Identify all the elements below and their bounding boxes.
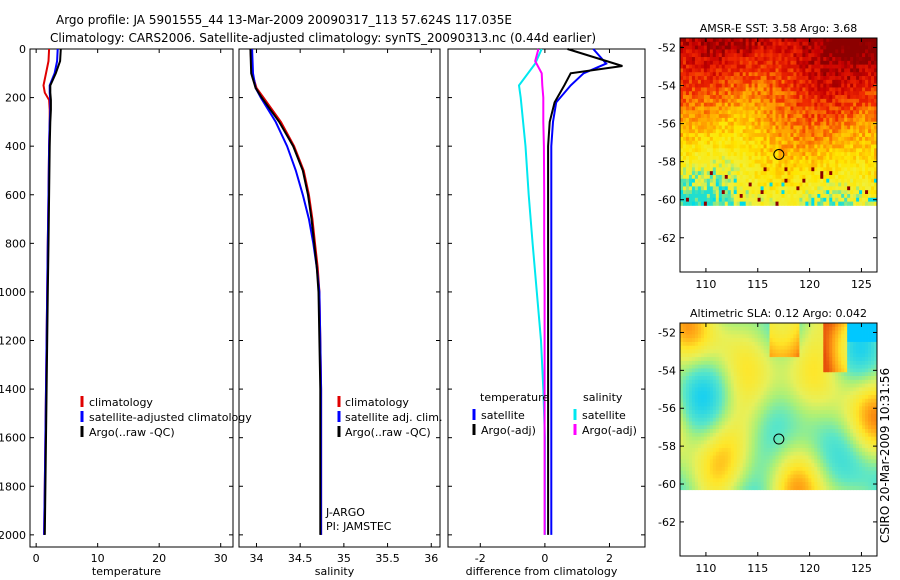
lon-tick-label: 110 (695, 562, 716, 575)
legend-label: Argo(-adj) (582, 424, 637, 437)
map-panel-sla_map: -52 -54 -56 -58 -60 -62 110 115 120 125 Altimetric… (658, 307, 878, 575)
legend-label: Argo(..raw -QC) (345, 426, 431, 439)
sst-field-cells (680, 38, 878, 206)
series-line-blue (550, 48, 608, 535)
map-panel-sst_map: -52 -54 -56 -58 -60 -62 110 115 120 125 AMSR-E SST… (658, 22, 878, 291)
x-tick-label: 35 (337, 552, 351, 565)
legend-label: satellite adj. clim. (345, 411, 442, 424)
y-tick-label: 1000 (0, 286, 26, 299)
lon-tick-label: 125 (851, 278, 872, 291)
axes-frame (238, 48, 441, 548)
lon-tick-label: 125 (851, 562, 872, 575)
x-axis-label: difference from climatology (466, 565, 618, 578)
x-tick-label: 0 (33, 552, 40, 565)
lat-tick-label: -56 (658, 402, 676, 415)
map-frame (679, 322, 878, 557)
float-position-marker (773, 149, 785, 161)
legend-header-temperature: temperature (480, 391, 549, 404)
legend-label: satellite-adjusted climatology (89, 411, 252, 424)
series-line-black (547, 48, 623, 535)
lat-tick-label: -62 (658, 232, 676, 245)
annotation-pi: PI: JAMSTEC (326, 520, 392, 533)
series-line-black (249, 48, 322, 535)
lat-tick-label: -54 (658, 80, 676, 93)
series-line-black (43, 48, 62, 535)
y-tick-label: 1600 (0, 432, 26, 445)
x-tick-label: -2 (475, 552, 486, 565)
lat-tick-label: -60 (658, 194, 676, 207)
lon-tick-label: 120 (799, 562, 820, 575)
lat-tick-label: -54 (658, 364, 676, 377)
y-tick-label: 1400 (0, 383, 26, 396)
series-line-magenta (534, 48, 546, 535)
lon-tick-label: 115 (747, 278, 768, 291)
y-tick-label: 400 (5, 140, 26, 153)
x-tick-label: 2 (606, 552, 613, 565)
annotation-program: J-ARGO (325, 506, 365, 519)
legend-header-salinity: salinity (583, 391, 623, 404)
x-tick-label: 0 (541, 552, 548, 565)
lat-tick-label: -58 (658, 156, 676, 169)
x-tick-label: 34 (249, 552, 263, 565)
map-title: Altimetric SLA: 0.12 Argo: 0.042 (690, 307, 867, 320)
y-tick-label: 0 (19, 43, 26, 56)
x-tick-label: 30 (214, 552, 228, 565)
lat-tick-label: -52 (658, 42, 676, 55)
x-axis-label: salinity (315, 565, 355, 578)
axes-frame (29, 48, 234, 548)
y-tick-label: 1800 (0, 480, 26, 493)
x-axis-label: temperature (92, 565, 161, 578)
x-tick-label: 35.5 (375, 552, 400, 565)
axes-frame (447, 48, 646, 548)
series-line-blue (251, 48, 323, 535)
profile-panel-temperature: 0 200 400 600 800 1000 1200 1400 1600 1800 2000 0 10… (0, 43, 252, 578)
map-frame (679, 37, 878, 273)
map-title: AMSR-E SST: 3.58 Argo: 3.68 (700, 22, 858, 35)
legend-label: satellite (481, 409, 525, 422)
lat-tick-label: -58 (658, 440, 676, 453)
lon-tick-label: 110 (695, 278, 716, 291)
figure-title-line1: Argo profile: JA 5901555_44 13-Mar-2009 … (56, 13, 512, 27)
figure-title-line2: Climatology: CARS2006. Satellite-adjuste… (50, 31, 596, 45)
lon-tick-label: 120 (799, 278, 820, 291)
sla-field-cells (680, 323, 878, 491)
y-tick-label: 200 (5, 92, 26, 105)
series-line-red (249, 48, 323, 535)
x-tick-label: 20 (152, 552, 166, 565)
legend-label: Argo(..raw -QC) (89, 426, 175, 439)
y-tick-label: 2000 (0, 529, 26, 542)
y-tick-label: 800 (5, 237, 26, 250)
lat-tick-label: -62 (658, 516, 676, 529)
series-line-cyan (517, 48, 546, 535)
float-position-marker (773, 433, 785, 445)
y-tick-label: 600 (5, 189, 26, 202)
x-tick-label: 34.5 (288, 552, 313, 565)
x-tick-label: 36 (424, 552, 438, 565)
profile-panel-salinity: 34 34.5 35 35.5 36 salinity climatology satelli… (238, 48, 442, 578)
legend-label: satellite (582, 409, 626, 422)
csiro-timestamp-label: CSIRO 20-Mar-2009 10:31:56 (878, 368, 892, 543)
lat-tick-label: -60 (658, 478, 676, 491)
lat-tick-label: -56 (658, 118, 676, 131)
lon-tick-label: 115 (747, 562, 768, 575)
legend-label: climatology (89, 396, 153, 409)
lat-tick-label: -52 (658, 326, 676, 339)
y-tick-label: 1200 (0, 335, 26, 348)
legend-label: climatology (345, 396, 409, 409)
x-tick-label: 10 (91, 552, 105, 565)
legend-label: Argo(-adj) (481, 424, 536, 437)
